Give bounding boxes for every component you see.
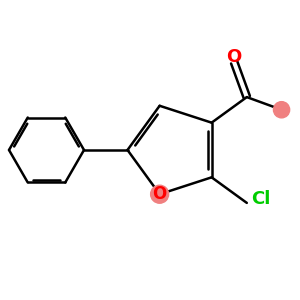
Circle shape [274,102,290,118]
Text: O: O [152,185,167,203]
Circle shape [151,185,169,203]
Text: Cl: Cl [251,190,271,208]
Text: O: O [226,48,242,66]
